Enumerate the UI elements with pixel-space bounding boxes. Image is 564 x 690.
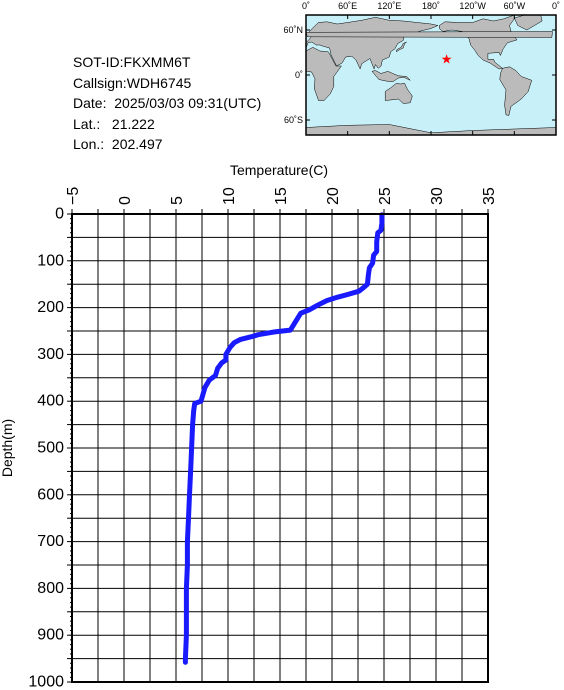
plot-frame — [71, 213, 489, 683]
y-tick-label: 200 — [37, 299, 64, 316]
location-marker-icon: ★ — [441, 52, 453, 67]
y-tick-label: 100 — [37, 252, 64, 269]
land-shape — [395, 41, 407, 53]
longitude-text: Lon.: 202.497 — [73, 136, 163, 152]
y-tick-label: 0 — [55, 206, 64, 223]
x-tick-label: 35 — [481, 187, 498, 205]
map-lon-label: 120˚W — [459, 1, 486, 11]
x-tick-label: 15 — [273, 187, 290, 205]
x-tick-label: 30 — [429, 187, 446, 205]
float-info-panel: SOT-ID:FKXMM6T Callsign:WDH6745 Date: 20… — [73, 52, 261, 155]
x-tick-label: 25 — [377, 187, 394, 205]
y-tick-label: 900 — [37, 627, 64, 644]
temperature-profile-line — [182, 212, 385, 665]
y-tick-label: 700 — [37, 533, 64, 550]
land-shape — [439, 14, 518, 70]
y-tick-label: 600 — [37, 486, 64, 503]
map-land — [305, 14, 557, 136]
map-lon-label: 60˚W — [504, 1, 526, 11]
x-tick-label: 0 — [117, 196, 134, 205]
land-shape — [305, 17, 439, 70]
x-tick-label: 10 — [221, 187, 238, 205]
sot-id-text: SOT-ID:FKXMM6T — [73, 54, 191, 70]
map-lon-label: 60˚E — [338, 1, 357, 11]
land-shape — [371, 70, 411, 83]
land-shape — [384, 83, 413, 104]
land-shape — [499, 66, 533, 116]
map-lon-label: 120˚E — [377, 1, 401, 11]
latitude-text: Lat.: 21.222 — [73, 115, 155, 132]
x-axis-title: Temperature(C) — [230, 162, 328, 178]
y-tick-label: 500 — [37, 440, 64, 457]
y-tick-label: 400 — [37, 393, 64, 410]
callsign-text: Callsign:WDH6745 — [73, 74, 192, 91]
y-tick-label: 800 — [37, 580, 64, 597]
x-tick-label: −5 — [65, 187, 82, 205]
x-tick-label: 5 — [169, 196, 186, 205]
map-lon-label: 0˚ — [552, 1, 560, 11]
map-lat-label: 60˚N — [283, 25, 303, 35]
map-lon-label: 180˚ — [422, 1, 440, 11]
date-text: Date: 2025/03/03 09:31(UTC) — [73, 95, 262, 111]
land-shape — [305, 47, 342, 101]
y-tick-label: 300 — [37, 346, 64, 363]
x-tick-label: 20 — [325, 187, 342, 205]
y-axis-title: Depth(m) — [0, 419, 15, 477]
y-tick-label: 1000 — [28, 674, 64, 690]
map-lon-label: 0˚ — [302, 1, 310, 11]
map-lat-label: 0˚ — [295, 70, 303, 80]
map-lat-label: 60˚S — [284, 115, 303, 125]
